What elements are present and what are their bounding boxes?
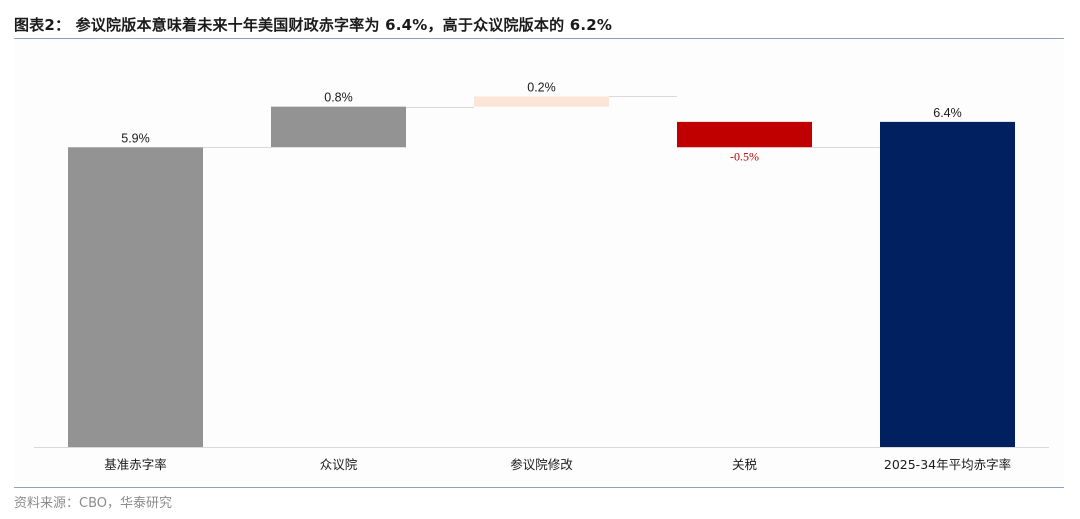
title-rule: [14, 38, 1064, 39]
x-tick-label: 2025-34年平均赤字率: [884, 457, 1011, 472]
x-tick-label: 关税: [732, 457, 758, 472]
source-note: 资料来源：CBO，华泰研究: [14, 496, 172, 511]
bar: [68, 147, 203, 447]
bar: [271, 106, 406, 148]
footer-rule: [14, 487, 1064, 488]
data-label: 5.9%: [121, 131, 150, 145]
waterfall-chart: 5.9% 0.8% 0.2% -0.5% 6.4% 基准赤字率 众议院 参议院修改 关税 2025…: [34, 80, 1049, 472]
figure-title: 图表2： 参议院版本意味着未来十年美国财政赤字率为 6.4%，高于众议院版本的 …: [14, 16, 613, 34]
bar: [474, 96, 609, 107]
x-tick-label: 众议院: [320, 457, 358, 472]
bar: [677, 121, 812, 148]
data-label: 0.8%: [324, 91, 353, 105]
x-tick-label: 参议院修改: [510, 457, 573, 472]
data-label: 6.4%: [933, 106, 962, 120]
chart-panel: 5.9% 0.8% 0.2% -0.5% 6.4% 基准赤字率 众议院 参议院修改 关税 2025…: [14, 40, 1064, 484]
data-label: -0.5%: [730, 149, 759, 163]
bar: [880, 121, 1015, 447]
x-tick-label: 基准赤字率: [104, 457, 167, 472]
data-label: 0.2%: [527, 80, 556, 94]
